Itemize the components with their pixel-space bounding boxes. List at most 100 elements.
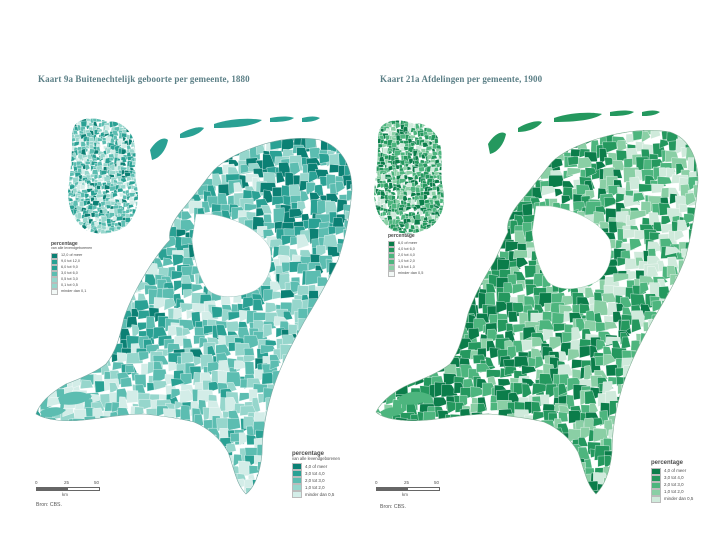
municipality-area <box>324 308 337 325</box>
municipality-area <box>36 255 39 271</box>
municipality-area <box>139 185 144 192</box>
municipality-area <box>390 297 400 313</box>
municipality-area <box>123 246 134 260</box>
municipality-area <box>620 384 638 398</box>
municipality-area <box>558 350 568 363</box>
map-title: Kaart 21a Afdelingen per gemeente, 1900 <box>380 74 543 84</box>
municipality-area <box>515 490 531 494</box>
municipality-area <box>138 351 149 362</box>
municipality-area <box>486 414 501 428</box>
municipality-area <box>693 184 698 199</box>
municipality-area <box>683 255 696 268</box>
municipality-area <box>68 118 74 125</box>
municipality-area <box>554 455 569 471</box>
municipality-area <box>675 276 690 292</box>
municipality-area <box>439 222 444 229</box>
legend-label: 1,0 tot 2,0 <box>398 259 415 264</box>
municipality-area <box>175 465 184 481</box>
municipality-area <box>669 316 687 329</box>
municipality-area <box>406 419 421 434</box>
scale-tick: 50 <box>434 480 440 485</box>
municipality-area <box>275 388 289 399</box>
municipality-area <box>376 321 387 337</box>
municipality-area <box>487 159 498 173</box>
municipality-area <box>138 154 144 159</box>
municipality-area <box>514 485 530 494</box>
municipality-area <box>134 445 149 461</box>
municipality-area <box>309 398 322 410</box>
municipality-area <box>374 191 377 196</box>
municipality-area <box>112 300 127 312</box>
legend-swatch <box>651 496 661 503</box>
municipality-area <box>94 254 111 265</box>
municipality-area <box>100 169 107 177</box>
municipality-area <box>461 131 477 146</box>
municipality-area <box>129 452 141 462</box>
municipality-area <box>182 441 194 455</box>
municipality-area <box>404 360 416 370</box>
municipality-area <box>423 233 428 234</box>
municipality-area <box>442 220 460 233</box>
municipality-area <box>205 138 218 145</box>
municipality-area <box>109 442 126 458</box>
municipality-area <box>695 461 698 474</box>
municipality-area <box>325 393 341 410</box>
municipality-area <box>342 138 352 147</box>
municipality-area <box>135 167 138 173</box>
municipality-area <box>478 130 494 135</box>
municipality-area <box>83 212 91 218</box>
municipality-area <box>374 122 377 130</box>
municipality-area <box>512 131 528 144</box>
municipality-area <box>58 194 70 206</box>
municipality-area <box>122 257 135 272</box>
municipality-area <box>152 164 163 180</box>
municipality-area <box>454 220 467 237</box>
legend-item: 2,0 tot 3,0 <box>651 482 693 489</box>
municipality-area <box>670 130 687 132</box>
municipality-area <box>351 154 352 169</box>
municipality-area <box>481 439 498 453</box>
municipality-area <box>36 194 38 203</box>
municipality-area <box>120 118 125 119</box>
municipality-area <box>443 139 454 150</box>
municipality-area <box>439 210 444 215</box>
municipality-area <box>394 349 410 365</box>
municipality-area <box>382 120 391 122</box>
municipality-area <box>69 432 85 445</box>
municipality-area <box>130 142 137 148</box>
municipality-area <box>405 232 413 234</box>
municipality-area <box>433 236 439 242</box>
municipality-area <box>630 453 648 464</box>
municipality-area <box>439 230 444 234</box>
municipality-area <box>666 303 676 316</box>
municipality-area <box>477 196 488 206</box>
municipality-area <box>622 391 634 405</box>
municipality-area <box>91 291 105 304</box>
municipality-area <box>55 455 66 472</box>
municipality-area <box>83 501 94 516</box>
municipality-area <box>442 184 455 199</box>
municipality-area <box>639 281 649 296</box>
municipality-area <box>85 327 97 343</box>
legend-item: minder dan 0,1 <box>51 288 92 295</box>
municipality-area <box>405 170 414 176</box>
municipality-area <box>432 123 440 130</box>
municipality-area <box>700 193 711 205</box>
municipality-area <box>127 239 131 245</box>
municipality-area <box>244 361 255 376</box>
municipality-area <box>376 411 382 424</box>
municipality-area <box>667 319 682 331</box>
municipality-area <box>683 426 696 439</box>
municipality-area <box>353 502 360 518</box>
municipality-area <box>233 478 246 491</box>
municipality-area <box>317 414 327 431</box>
municipality-area <box>462 481 478 492</box>
municipality-area <box>431 311 443 328</box>
municipality-area <box>36 462 43 477</box>
municipality-area <box>422 325 433 340</box>
municipality-area <box>522 166 533 178</box>
municipality-area <box>133 224 138 234</box>
municipality-area <box>176 420 188 430</box>
inset-municipality-shading <box>68 118 144 245</box>
municipality-area <box>181 457 196 469</box>
